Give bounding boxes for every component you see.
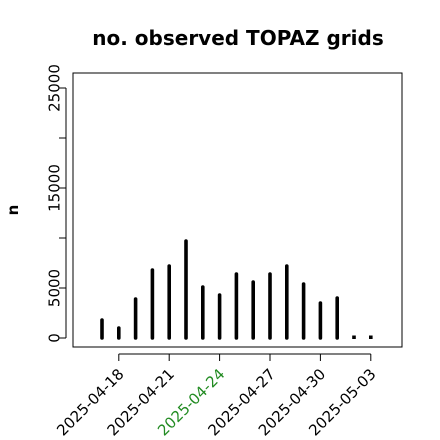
y-axis: 0 5000 15000 25000 (46, 64, 67, 343)
x-axis: 2025-04-182025-04-212025-04-242025-04-27… (53, 353, 380, 439)
plot-frame (72, 72, 403, 348)
y-tick-label: 15000 (46, 164, 64, 212)
bar (352, 335, 356, 339)
y-tick-label: 25000 (46, 64, 64, 112)
bars (100, 239, 373, 340)
y-axis-label: n (4, 205, 22, 216)
chart-title: no. observed TOPAZ grids (92, 26, 383, 50)
bar (369, 335, 373, 339)
y-tick-label: 0 (46, 333, 64, 343)
y-tick-label: 5000 (46, 269, 64, 307)
